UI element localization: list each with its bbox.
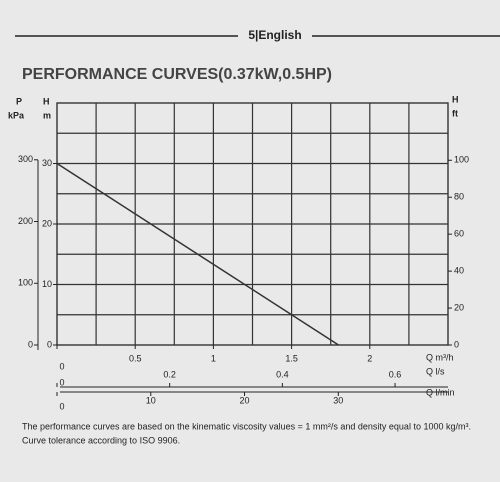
pressure-tick-label: 300 [18,154,33,164]
note: The performance curves are based on the … [22,421,471,431]
axis-label: kPa [8,110,25,120]
x-tick-label: 0 [59,361,64,371]
axis-label: H [43,96,50,106]
lmin-tick-label: 30 [333,395,343,405]
pressure-tick-label: 0 [28,339,33,349]
x-tick-label: 1 [211,353,216,363]
feet-tick-label: 40 [454,265,464,275]
x-tick-label: 2 [367,353,372,363]
header: 5|English [248,28,301,42]
lmin-tick-label: 0 [59,401,64,411]
axis-label: ft [452,108,458,118]
y-tick-label: 0 [47,339,52,349]
pressure-tick-label: 100 [18,278,33,288]
x-tick-label: 1.5 [285,353,298,363]
ls-tick-label: 0.6 [389,369,402,379]
feet-tick-label: 60 [454,229,464,239]
axis-label: H [452,94,459,104]
lmin-tick-label: 10 [146,395,156,405]
ls-tick-label: 0 [59,377,64,387]
note: Curve tolerance according to ISO 9906. [22,435,180,445]
feet-tick-label: 100 [454,155,469,165]
y-tick-label: 10 [42,279,52,289]
axis-label: Q l/min [426,387,455,397]
feet-tick-label: 80 [454,192,464,202]
chart-title: PERFORMANCE CURVES(0.37kW,0.5HP) [22,66,332,83]
feet-tick-label: 20 [454,302,464,312]
y-tick-label: 30 [42,158,52,168]
axis-label: Q l/s [426,366,445,376]
ls-tick-label: 0.4 [276,369,289,379]
y-tick-label: 20 [42,218,52,228]
feet-tick-label: 0 [454,339,459,349]
axis-label: Q m³/h [426,352,454,362]
ls-tick-label: 0.2 [163,369,176,379]
x-tick-label: 0.5 [129,353,142,363]
curve [56,162,339,346]
axis-label: P [16,96,22,106]
pressure-tick-label: 200 [18,216,33,226]
axis-label: m [43,110,51,120]
lmin-tick-label: 20 [240,395,250,405]
